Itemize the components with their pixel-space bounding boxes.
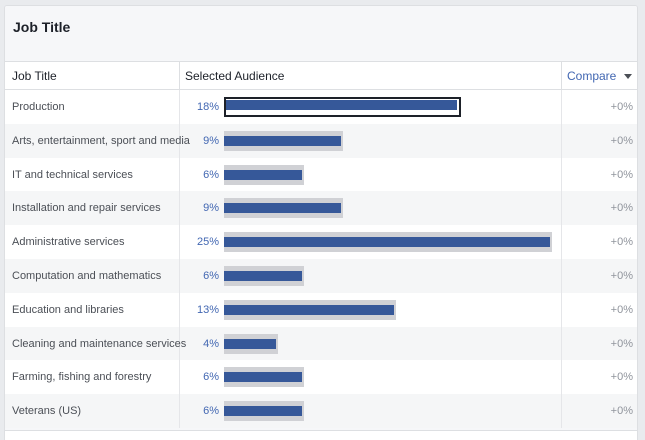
table-row[interactable]: Cleaning and maintenance services 4% +0% [5, 326, 637, 361]
percent-cell: 4% [203, 337, 219, 350]
column-divider [179, 292, 180, 327]
header-divider [179, 62, 180, 89]
header-selected-audience: Selected Audience [185, 69, 285, 83]
compare-cell: +0% [610, 202, 633, 215]
percent-cell: 25% [196, 236, 219, 249]
table-row[interactable]: Computation and mathematics 6% +0% [5, 258, 637, 293]
column-divider [561, 326, 562, 361]
audience-bar-fill [224, 270, 302, 281]
table-header: Job Title Selected Audience Compare [5, 62, 637, 90]
audience-bar-fill [224, 169, 302, 180]
table-row[interactable]: Administrative services 25% +0% [5, 225, 637, 259]
percent-cell: 9% [203, 202, 219, 215]
see-all-button[interactable]: See All [5, 430, 637, 440]
job-title-panel: Job Title Job Title Selected Audience Co… [4, 5, 638, 440]
table-row[interactable]: Farming, fishing and forestry 6% +0% [5, 360, 637, 395]
job-title-cell: Cleaning and maintenance services [12, 337, 187, 350]
job-title-cell: Veterans (US) [12, 405, 82, 418]
compare-label: Compare [567, 69, 617, 83]
compare-cell: +0% [610, 269, 633, 282]
column-divider [179, 225, 180, 259]
job-title-cell: Installation and repair services [12, 202, 161, 215]
audience-bar[interactable] [224, 232, 552, 253]
panel-header: Job Title [5, 6, 637, 61]
column-divider [561, 90, 562, 124]
compare-dropdown[interactable]: Compare [561, 62, 637, 89]
compare-cell: +0% [610, 337, 633, 350]
percent-cell: 6% [203, 269, 219, 282]
table-row[interactable]: IT and technical services 6% +0% [5, 157, 637, 192]
column-divider [179, 157, 180, 192]
table-row[interactable]: Arts, entertainment, sport and media 9% +0… [5, 123, 637, 158]
panel-title: Job Title [13, 19, 71, 35]
table-row[interactable]: Installation and repair services 9% +0% [5, 191, 637, 226]
caret-down-icon [624, 74, 632, 79]
audience-bar[interactable] [224, 333, 278, 354]
table-row[interactable]: Production 18% +0% [5, 90, 637, 124]
audience-bar-fill [224, 372, 302, 383]
compare-cell: +0% [610, 168, 633, 181]
audience-bar-fill [226, 100, 457, 110]
job-title-cell: Arts, entertainment, sport and media [12, 134, 190, 147]
audience-bar-fill [224, 304, 394, 315]
column-divider [179, 191, 180, 226]
percent-cell: 13% [196, 303, 219, 316]
compare-cell: +0% [610, 405, 633, 418]
percent-cell: 6% [203, 405, 219, 418]
job-title-cell: Administrative services [12, 236, 125, 249]
table-row[interactable]: Education and libraries 13% +0% [5, 292, 637, 327]
table-body: Production 18% +0% Arts, entertainment, spo… [5, 90, 637, 428]
column-divider [179, 258, 180, 293]
column-divider [561, 123, 562, 158]
column-divider [179, 360, 180, 395]
audience-bar[interactable] [224, 198, 343, 219]
compare-cell: +0% [610, 134, 633, 147]
column-divider [561, 225, 562, 259]
audience-bar[interactable] [224, 130, 343, 151]
job-title-cell: Computation and mathematics [12, 269, 162, 282]
column-divider [561, 394, 562, 428]
column-divider [179, 394, 180, 428]
audience-bar[interactable] [224, 265, 304, 286]
table-row[interactable]: Veterans (US) 6% +0% [5, 394, 637, 428]
audience-bar[interactable] [224, 401, 304, 422]
compare-cell: +0% [610, 101, 633, 113]
audience-bar-fill [224, 406, 302, 417]
column-divider [561, 157, 562, 192]
compare-cell: +0% [610, 303, 633, 316]
column-divider [561, 292, 562, 327]
job-title-cell: Education and libraries [12, 303, 124, 316]
header-divider [561, 62, 562, 89]
audience-bar-fill [224, 135, 341, 146]
header-job-title: Job Title [12, 69, 57, 83]
compare-cell: +0% [610, 236, 633, 249]
audience-bar-fill [224, 237, 550, 248]
audience-bar[interactable] [224, 97, 461, 117]
percent-cell: 6% [203, 168, 219, 181]
job-title-cell: Farming, fishing and forestry [12, 371, 152, 384]
job-title-cell: Production [12, 101, 65, 113]
column-divider [561, 360, 562, 395]
audience-bar-fill [224, 338, 276, 349]
percent-cell: 18% [196, 101, 219, 113]
percent-cell: 9% [203, 134, 219, 147]
column-divider [561, 191, 562, 226]
percent-cell: 6% [203, 371, 219, 384]
column-divider [561, 258, 562, 293]
audience-bar[interactable] [224, 299, 396, 320]
job-title-table: Job Title Selected Audience Compare Prod… [5, 61, 637, 428]
audience-bar-fill [224, 203, 341, 214]
column-divider [179, 326, 180, 361]
compare-cell: +0% [610, 371, 633, 384]
audience-bar[interactable] [224, 164, 304, 185]
column-divider [179, 90, 180, 124]
audience-bar[interactable] [224, 367, 304, 388]
column-divider [179, 123, 180, 158]
job-title-cell: IT and technical services [12, 168, 133, 181]
